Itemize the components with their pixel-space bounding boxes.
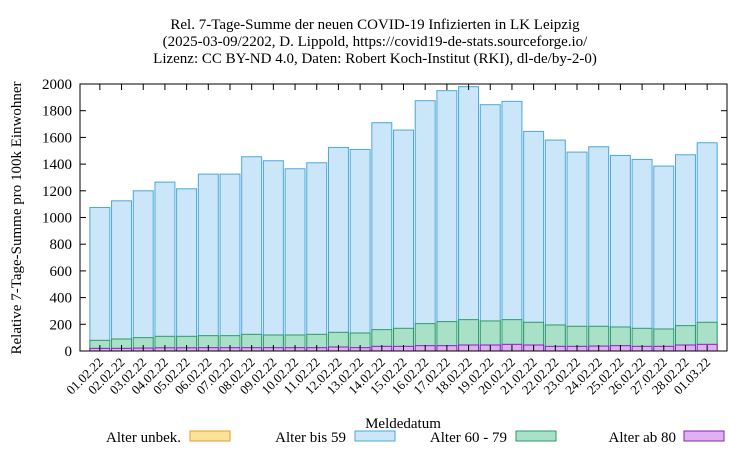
bar-total-1 — [111, 200, 133, 352]
bar-total-14 — [393, 129, 414, 352]
bar-total-5 — [197, 173, 219, 352]
y-tick-label-1: 200 — [50, 317, 73, 333]
y-tick-label-3: 600 — [50, 264, 73, 280]
legend-label-3: Alter ab 80 — [609, 430, 676, 446]
bar-total-20 — [523, 130, 545, 352]
chart-title-line-1: Rel. 7-Tage-Summe der neuen COVID-19 Inf… — [170, 17, 580, 33]
bar-total-21 — [544, 139, 566, 352]
bar-total-0 — [89, 206, 111, 352]
bar-total-9 — [284, 168, 306, 352]
bar-total-7 — [241, 156, 263, 352]
bar-total-2 — [132, 190, 154, 352]
bar-total-18 — [479, 104, 501, 352]
bar-total-28 — [696, 142, 718, 352]
bar-total-26 — [653, 165, 675, 352]
y-tick-label-6: 1200 — [42, 184, 72, 200]
y-axis-label: Relative 7-Tage-Summe pro 100k Einwohner — [9, 81, 25, 354]
bar-total-22 — [566, 151, 588, 352]
bar-total-19 — [501, 100, 523, 352]
chart-title-line-2: (2025-03-09/2202, D. Lippold, https://co… — [162, 34, 588, 50]
bar-total-17 — [458, 86, 480, 352]
y-tick-label-10: 2000 — [42, 77, 72, 93]
y-tick-label-8: 1600 — [42, 130, 72, 146]
bar-total-16 — [436, 90, 458, 352]
bar-total-11 — [327, 146, 349, 352]
x-axis-label: Meldedatum — [365, 416, 441, 432]
bar-total-12 — [349, 148, 371, 352]
bar-total-8 — [262, 160, 284, 352]
plot-frame — [79, 83, 728, 352]
legend-label-1: Alter bis 59 — [275, 430, 346, 446]
legend: Alter unbek. Alter bis 59 Alter 60 - 79 Alt… — [106, 430, 725, 446]
bar-total-10 — [306, 162, 328, 352]
legend-swatch-3 — [683, 430, 725, 442]
bar-total-13 — [371, 122, 393, 352]
y-tick-label-7: 1400 — [42, 157, 72, 173]
bar-total-23 — [588, 146, 610, 352]
legend-swatch-2 — [515, 430, 557, 442]
y-tick-label-0: 0 — [65, 344, 73, 360]
bar-total-27 — [674, 154, 696, 352]
bar-total-6 — [219, 173, 241, 352]
chart-title-line-3: Lizenz: CC BY-ND 4.0, Daten: Robert Koch… — [153, 51, 597, 67]
bar-total-24 — [609, 154, 631, 352]
y-tick-label-5: 1000 — [42, 211, 72, 227]
y-tick-label-4: 800 — [50, 237, 73, 253]
bar-total-15 — [414, 100, 436, 352]
bar-total-4 — [176, 188, 198, 352]
legend-swatch-1 — [354, 430, 396, 442]
legend-label-2: Alter 60 - 79 — [430, 430, 507, 446]
legend-label-0: Alter unbek. — [106, 430, 181, 446]
bar-total-3 — [154, 181, 176, 352]
bar-total-25 — [631, 158, 653, 352]
y-tick-label-9: 1800 — [42, 104, 72, 120]
y-tick-label-2: 400 — [50, 291, 73, 307]
bars-group — [89, 86, 718, 352]
legend-swatch-0 — [189, 430, 231, 442]
